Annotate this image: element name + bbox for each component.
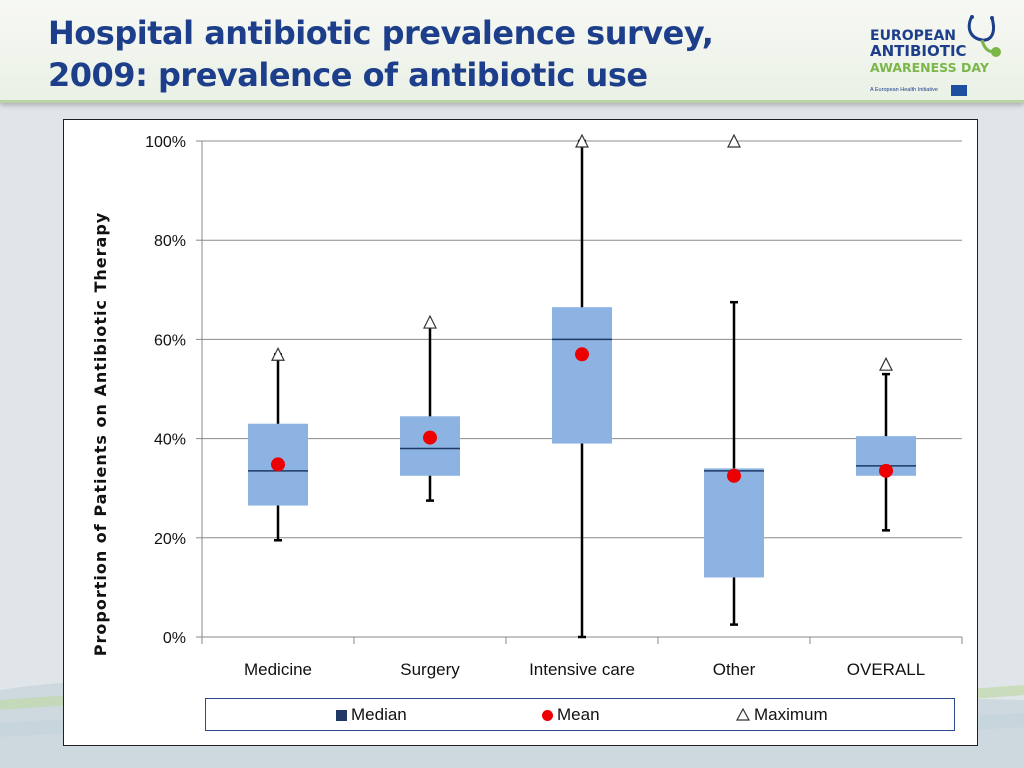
y-tick-label: 40% xyxy=(154,432,186,449)
maximum-marker xyxy=(423,314,437,329)
slide-title-line-1: Hospital antibiotic prevalence survey, xyxy=(48,14,714,52)
maximum-marker xyxy=(727,133,741,148)
box-group-overall xyxy=(856,356,916,532)
maximum-marker xyxy=(271,346,285,361)
mean-marker xyxy=(271,457,285,472)
slide-title: Hospital antibiotic prevalence survey, 2… xyxy=(48,12,808,96)
mean-marker xyxy=(575,347,589,362)
box-iqr xyxy=(552,307,612,444)
mean-marker xyxy=(423,430,437,445)
x-tick-label: OVERALL xyxy=(847,660,925,679)
maximum-marker xyxy=(575,133,589,148)
x-tick-label: Surgery xyxy=(400,660,460,679)
logo-subtitle: A European Health Initiative xyxy=(870,87,938,93)
chart-panel: 0% 20% 40% 60% 80% 100% Medicine Surgery Intensi… xyxy=(63,119,978,746)
box-group-other xyxy=(704,133,764,626)
logo-text-european: EUROPEAN xyxy=(870,28,956,44)
boxplot-chart: 0% 20% 40% 60% 80% 100% Medicine Surgery Intensi… xyxy=(91,133,963,679)
eu-flag-icon xyxy=(951,85,967,96)
logo-text-awareness-day: AWARENESS DAY xyxy=(870,60,989,75)
y-tick-label: 20% xyxy=(154,531,186,548)
y-tick-label: 80% xyxy=(154,233,186,250)
box-iqr xyxy=(704,468,764,578)
stethoscope-icon xyxy=(967,15,1001,57)
eaad-logo: EUROPEAN ANTIBIOTIC AWARENESS DAY A Euro… xyxy=(862,12,1012,100)
logo-text-antibiotic: ANTIBIOTIC xyxy=(870,42,967,60)
y-tick-label: 0% xyxy=(163,630,186,647)
mean-marker xyxy=(727,468,741,483)
x-tick-label: Medicine xyxy=(244,660,312,679)
y-tick-label: 60% xyxy=(154,332,186,349)
legend-item-median: Median xyxy=(336,705,407,725)
y-axis-label: Proportion of Patients on Antibiotic The… xyxy=(91,212,110,656)
x-tick-label: Other xyxy=(713,660,756,679)
median-square-icon xyxy=(336,710,347,722)
chart-legend: Median Mean Maximum xyxy=(205,698,955,731)
boxes xyxy=(248,133,916,639)
mean-marker xyxy=(879,463,893,478)
slide-title-line-2: 2009: prevalence of antibiotic use xyxy=(48,56,648,94)
slide-header: Hospital antibiotic prevalence survey, 2… xyxy=(0,0,1024,103)
triangle-icon xyxy=(736,707,750,721)
box-group-intensive-care xyxy=(552,133,612,639)
x-tick-label: Intensive care xyxy=(529,660,635,679)
y-tick-label: 100% xyxy=(145,134,186,151)
legend-label-median: Median xyxy=(351,705,407,724)
legend-label-maximum: Maximum xyxy=(754,705,828,724)
mean-dot-icon xyxy=(542,710,553,722)
legend-item-maximum: Maximum xyxy=(736,705,828,725)
legend-label-mean: Mean xyxy=(557,705,600,724)
box-group-surgery xyxy=(400,314,460,502)
box-group-medicine xyxy=(248,346,308,542)
maximum-marker xyxy=(879,356,893,371)
tick-labels: 0% 20% 40% 60% 80% 100% Medicine Surgery Intensi… xyxy=(145,134,925,679)
legend-item-mean: Mean xyxy=(542,705,600,725)
box-iqr xyxy=(400,416,460,476)
